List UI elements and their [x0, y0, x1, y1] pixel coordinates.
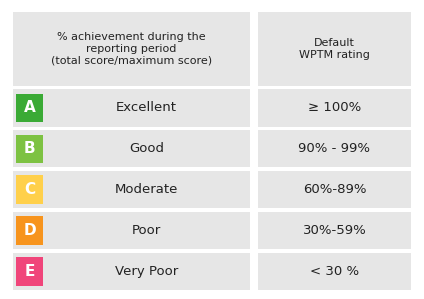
- Text: Excellent: Excellent: [116, 101, 177, 115]
- Text: 30%-59%: 30%-59%: [303, 224, 366, 237]
- Bar: [16, 94, 43, 122]
- Text: B: B: [24, 141, 36, 156]
- Bar: [258, 130, 411, 167]
- Bar: [258, 171, 411, 208]
- Text: D: D: [23, 223, 36, 238]
- Bar: [13, 89, 250, 126]
- Text: 60%-89%: 60%-89%: [303, 183, 366, 196]
- Bar: [13, 12, 250, 86]
- Bar: [16, 257, 43, 286]
- Text: Poor: Poor: [132, 224, 162, 237]
- Bar: [258, 89, 411, 126]
- Bar: [13, 253, 250, 290]
- Text: Good: Good: [129, 142, 164, 155]
- Text: < 30 %: < 30 %: [310, 265, 359, 278]
- Bar: [13, 171, 250, 208]
- Text: Very Poor: Very Poor: [115, 265, 179, 278]
- Bar: [258, 253, 411, 290]
- Text: 90% - 99%: 90% - 99%: [298, 142, 371, 155]
- Text: E: E: [25, 264, 35, 279]
- Bar: [13, 212, 250, 249]
- Bar: [16, 176, 43, 204]
- Text: A: A: [24, 100, 36, 115]
- Bar: [16, 216, 43, 245]
- Text: C: C: [24, 182, 35, 197]
- Text: % achievement during the
reporting period
(total score/maximum score): % achievement during the reporting perio…: [51, 32, 212, 65]
- Bar: [258, 12, 411, 86]
- Text: Default
WPTM rating: Default WPTM rating: [299, 38, 370, 60]
- Text: Moderate: Moderate: [115, 183, 179, 196]
- Bar: [258, 212, 411, 249]
- Bar: [16, 135, 43, 163]
- Bar: [13, 130, 250, 167]
- Text: ≥ 100%: ≥ 100%: [308, 101, 361, 115]
